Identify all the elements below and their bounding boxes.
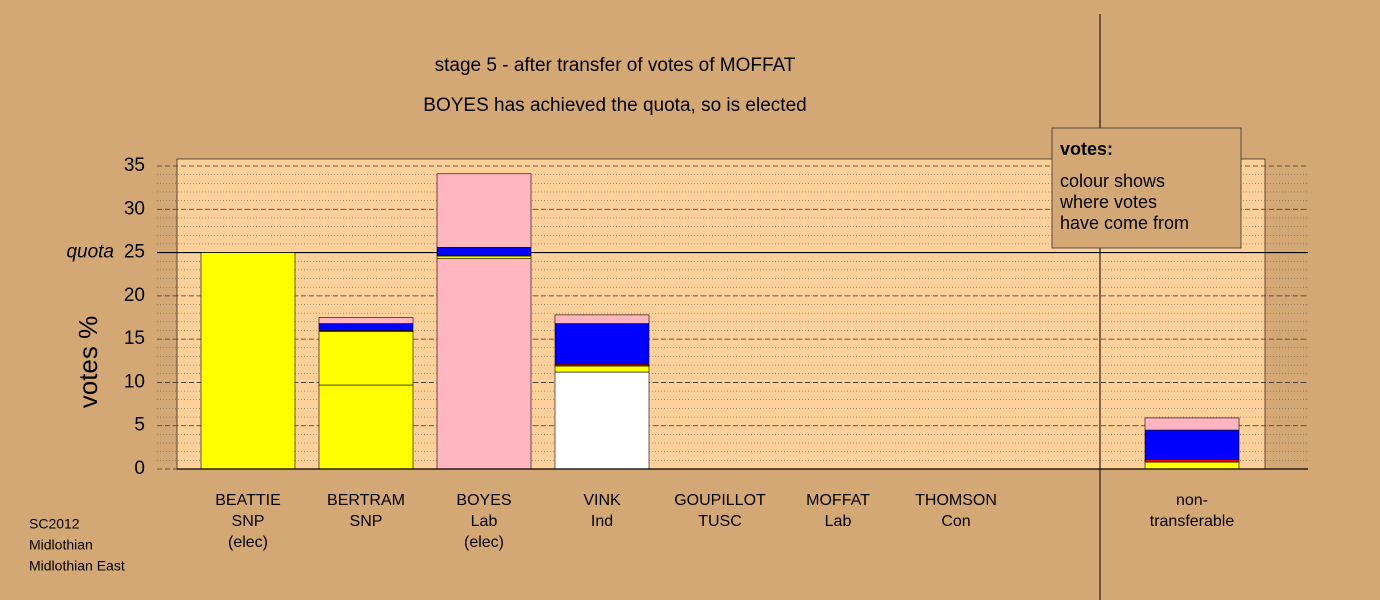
y-tick-label: 30	[124, 198, 145, 219]
y-tick-label: 0	[134, 458, 145, 479]
y-tick-label: 25	[124, 242, 145, 263]
x-tick-label: GOUPILLOT	[674, 492, 766, 509]
x-tick-label: THOMSON	[915, 492, 997, 509]
y-tick-label: 10	[124, 371, 145, 392]
bar-segment	[318, 323, 414, 331]
x-tick-label: BEATTIE	[215, 492, 281, 509]
footer-text: Midlothian East	[29, 558, 125, 574]
y-axis-label: votes %	[73, 316, 103, 409]
x-tick-label: Lab	[825, 513, 852, 530]
bar-segment	[554, 314, 650, 324]
bar-segment	[1144, 417, 1240, 431]
bar-segment	[1144, 459, 1240, 463]
legend-text: colour shows	[1060, 171, 1165, 191]
footer-text: SC2012	[29, 516, 80, 532]
bar-segment	[436, 258, 532, 470]
bar-segment	[436, 247, 532, 256]
y-tick-label: 15	[124, 328, 145, 349]
y-tick-label: 20	[124, 285, 145, 306]
x-tick-label: SNP	[350, 513, 383, 530]
bar-segment	[1144, 461, 1240, 470]
x-tick-label: Con	[941, 513, 970, 530]
x-tick-label: non-	[1176, 492, 1208, 509]
x-tick-label: SNP	[232, 513, 265, 530]
bar-segment	[318, 331, 414, 386]
bar-segment	[436, 255, 532, 259]
x-tick-label: VINK	[583, 492, 621, 509]
bar-segment	[200, 252, 296, 470]
bar-segment	[1144, 429, 1240, 460]
x-tick-label: (elec)	[464, 534, 504, 551]
x-tick-label: Lab	[471, 513, 498, 530]
legend-text: have come from	[1060, 213, 1189, 233]
bar-segment	[318, 317, 414, 324]
chart-subtitle: BOYES has achieved the quota, so is elec…	[423, 95, 806, 116]
legend-box	[1051, 127, 1242, 249]
bar-segment	[554, 323, 650, 365]
x-tick-label: transferable	[1150, 513, 1235, 530]
x-tick-label: BERTRAM	[327, 492, 405, 509]
x-tick-label: (elec)	[228, 534, 268, 551]
bar-segment	[554, 371, 650, 470]
x-tick-label: Ind	[591, 513, 613, 530]
x-tick-label: TUSC	[698, 513, 742, 530]
bar-segment	[554, 365, 650, 373]
x-tick-label: MOFFAT	[806, 492, 870, 509]
quota-label: quota	[66, 242, 114, 263]
y-tick-label: 5	[134, 415, 145, 436]
x-tick-label: BOYES	[456, 492, 511, 509]
chart-title: stage 5 - after transfer of votes of MOF…	[435, 55, 796, 76]
legend-title: votes:	[1060, 139, 1113, 159]
bar-segment	[436, 173, 532, 248]
footer-text: Midlothian	[29, 537, 93, 553]
y-tick-label: 35	[124, 155, 145, 176]
bar-segment	[318, 384, 414, 470]
legend-text: where votes	[1059, 192, 1157, 212]
